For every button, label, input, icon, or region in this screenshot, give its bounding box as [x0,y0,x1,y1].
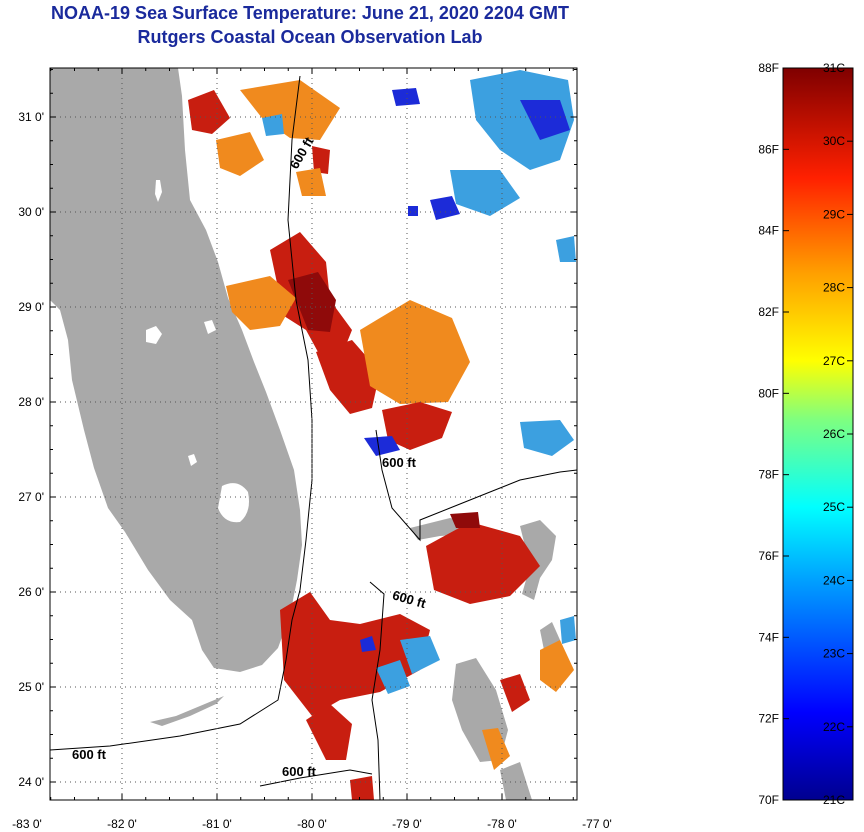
lon-label: -79 0' [392,817,422,831]
colorbar-c-label: 23C [823,647,845,661]
depth-contour-600ft [50,75,313,751]
colorbar [782,67,854,801]
colorbar-f-label: 76F [758,549,779,563]
colorbar-fahrenheit-labels: 88F 86F 84F 82F 80F 78F 76F 74F 72F 70F [758,61,779,807]
lat-label: 25 0' [18,680,44,694]
inland-lake [146,326,162,344]
contour-label: 600 ft [72,747,107,762]
lat-label: 27 0' [18,490,44,504]
lon-label: -81 0' [202,817,232,831]
colorbar-f-label: 88F [758,61,779,75]
colorbar-c-label: 22C [823,720,845,734]
contour-label: 600 ft [282,764,317,779]
map-frame [49,67,578,801]
colorbar-c-label: 28C [823,281,845,295]
contour-label: 600 ft [382,455,417,470]
lake-okeechobee [218,483,249,523]
colorbar-f-label: 70F [758,793,779,807]
lat-label: 24 0' [18,775,44,789]
colorbar-c-label: 30C [823,134,845,148]
lon-label: -83 0' [12,817,42,831]
florida-keys [150,696,224,726]
colorbar-f-label: 78F [758,468,779,482]
colorbar-c-label: 27C [823,354,845,368]
inland-lake [155,180,162,202]
bahamas-abaco [520,520,556,600]
depth-contour-600ft-bahamas [375,429,577,542]
latitude-labels: 24 0' 25 0' 26 0' 27 0' 28 0' 29 0' 30 0' 31 0' [18,110,44,789]
sst-cool-patches [262,70,576,694]
colorbar-f-label: 72F [758,712,779,726]
colorbar-f-label: 74F [758,630,779,644]
axis-ticks [50,68,577,800]
colorbar-f-label: 86F [758,142,779,156]
colorbar-c-label: 24C [823,573,845,587]
colorbar-c-label: 31C [823,61,845,75]
map-subtitle: Rutgers Coastal Ocean Observation Lab [137,27,483,47]
colorbar-celsius-labels: 31C 30C 29C 28C 27C 26C 25C 24C 23C 22C 21C [823,61,845,807]
colorbar-f-label: 80F [758,386,779,400]
lon-label: -78 0' [487,817,517,831]
lat-label: 26 0' [18,585,44,599]
longitude-labels: -83 0' -82 0' -81 0' -80 0' -79 0' -78 0' -77 … [12,817,612,831]
depth-contour-600ft-channel [369,581,385,800]
lat-label: 29 0' [18,300,44,314]
lon-label: -77 0' [582,817,612,831]
lat-label: 30 0' [18,205,44,219]
sst-warm-patches [188,80,574,800]
colorbar-f-label: 84F [758,224,779,238]
inland-lake [188,454,197,466]
colorbar-c-label: 26C [823,427,845,441]
lat-label: 31 0' [18,110,44,124]
inland-lake [204,320,216,334]
colorbar-c-label: 29C [823,207,845,221]
colorbar-c-label: 21C [823,793,845,807]
lat-label: 28 0' [18,395,44,409]
colorbar-f-label: 82F [758,305,779,319]
colorbar-ticks [783,67,853,801]
graticule [50,68,577,800]
bahamas-exuma [500,762,532,800]
colorbar-c-label: 25C [823,500,845,514]
map-title: NOAA-19 Sea Surface Temperature: June 21… [51,3,569,23]
lon-label: -82 0' [107,817,137,831]
lon-label: -80 0' [297,817,327,831]
